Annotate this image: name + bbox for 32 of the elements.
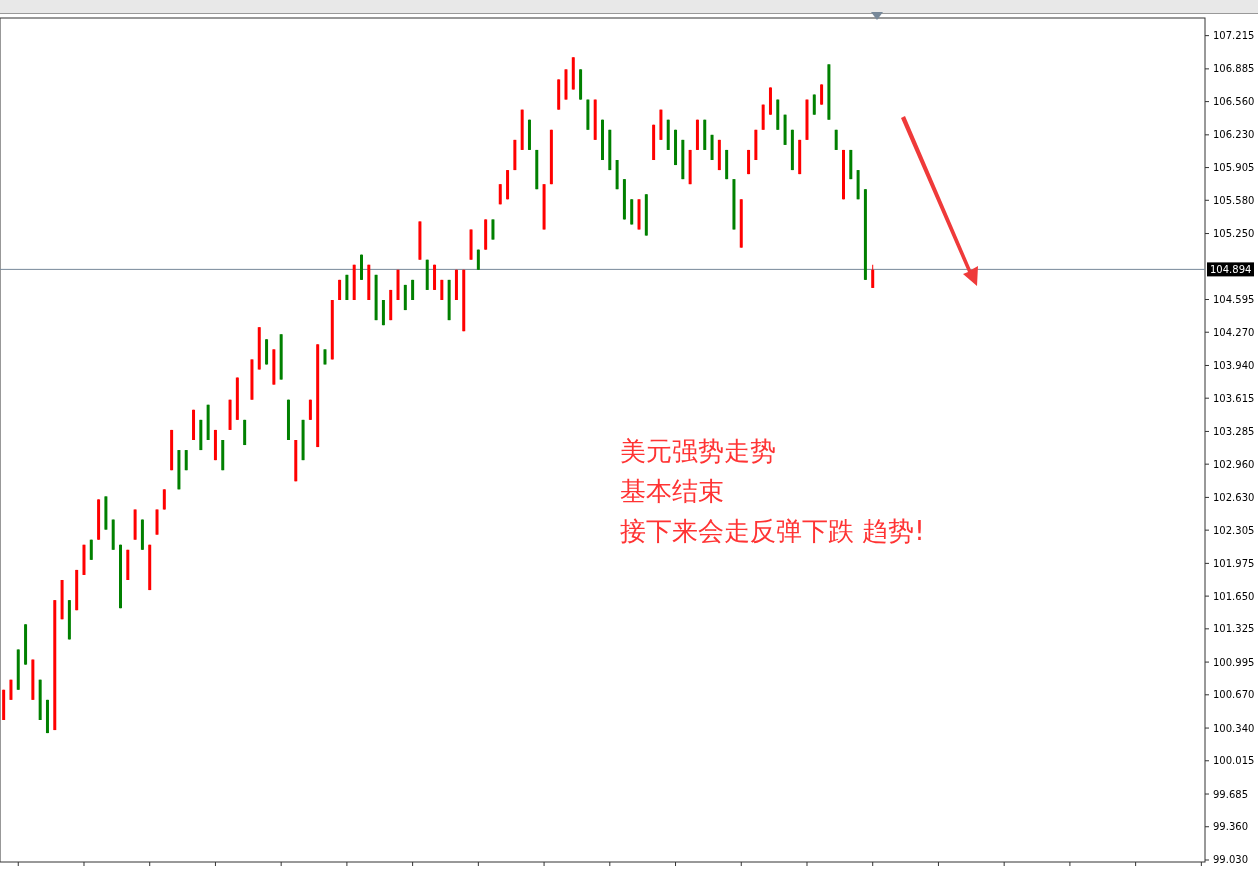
y-tick-label: 102.305: [1213, 524, 1255, 536]
y-tick-label: 104.595: [1213, 294, 1255, 305]
y-tick-label: 106.885: [1213, 63, 1255, 75]
ref-line-label: 104.894: [1210, 263, 1252, 275]
annotation: 美元强势走势: [620, 436, 776, 466]
candlestick: [820, 83, 824, 106]
y-tick-label: 103.940: [1213, 359, 1255, 371]
y-tick-label: 107.215: [1213, 30, 1255, 42]
y-tick-label: 101.650: [1213, 590, 1255, 602]
y-tick-label: 102.630: [1213, 491, 1255, 503]
y-tick-label: 102.960: [1213, 458, 1255, 470]
y-tick-label: 106.560: [1213, 96, 1255, 108]
candlestick: [491, 218, 495, 241]
y-tick-label: 103.285: [1213, 425, 1255, 437]
y-tick-label: 100.670: [1213, 689, 1255, 701]
y-tick-label: 101.975: [1213, 557, 1255, 569]
y-tick-label: 105.580: [1213, 194, 1255, 206]
y-tick-label: 105.905: [1213, 162, 1255, 174]
y-tick-label: 106.230: [1213, 129, 1255, 141]
y-tick-label: 103.615: [1213, 392, 1255, 404]
candlestick: [871, 264, 875, 289]
y-tick-label: 104.270: [1213, 326, 1255, 338]
y-tick-label: 105.250: [1213, 228, 1255, 240]
y-tick-label: 100.015: [1213, 755, 1255, 767]
annotation: 基本结束: [620, 476, 724, 506]
y-tick-label: 100.340: [1213, 722, 1255, 734]
y-tick-label: 99.685: [1213, 788, 1248, 800]
y-tick-label: 99.360: [1213, 821, 1248, 833]
annotation: 接下来会走反弹下跌 趋势!: [620, 516, 925, 546]
y-tick-label: 100.995: [1213, 656, 1255, 668]
y-tick-label: 101.325: [1213, 623, 1255, 635]
y-tick-label: 99.030: [1213, 854, 1248, 866]
